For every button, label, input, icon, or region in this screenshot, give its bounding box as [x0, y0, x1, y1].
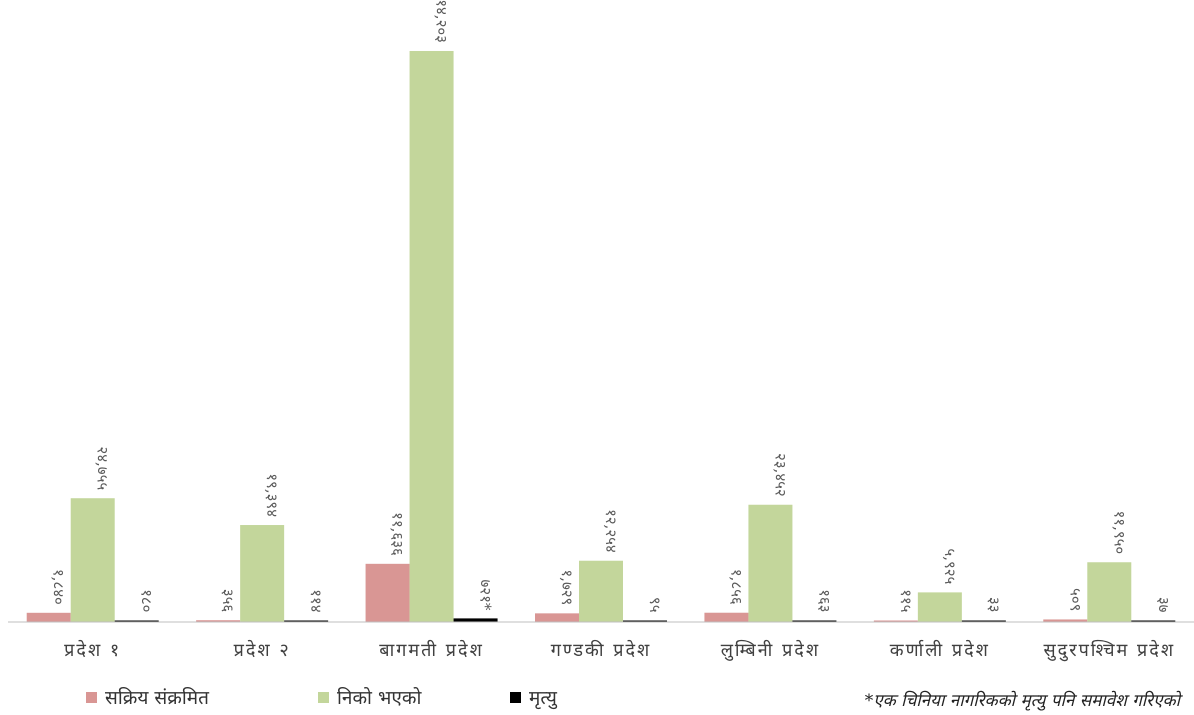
legend-swatch-deaths — [510, 691, 521, 703]
value-label-deaths-5: १६३ — [815, 589, 833, 612]
bar-deaths-4 — [623, 620, 667, 622]
value-label-deaths-1: १८० — [138, 589, 156, 612]
legend: सक्रिय संक्रमित निको भएको मृत्यु — [0, 684, 1194, 712]
value-label-active-4: १,७२९ — [558, 569, 576, 605]
category-label-3: बागमती प्रदेश — [379, 639, 484, 661]
category-label-6: कर्णाली प्रदेश — [890, 639, 990, 661]
value-label-active-1: १,८४० — [50, 569, 68, 605]
value-label-recovered-5: २३,४५२ — [771, 453, 789, 497]
value-label-recovered-4: १२,२५४ — [602, 509, 620, 553]
bar-deaths-7 — [1131, 620, 1176, 622]
value-label-active-6: ११५ — [897, 589, 915, 613]
legend-item-active: सक्रिय संक्रमित — [86, 684, 209, 710]
bar-deaths-2 — [284, 620, 329, 622]
legend-label-recovered: निको भएको — [337, 687, 422, 709]
bar-active-2 — [196, 620, 241, 622]
category-label-1: प्रदेश १ — [64, 639, 121, 661]
value-label-active-5: १,८५६ — [727, 569, 745, 605]
category-label-4: गण्डकी प्रदेश — [551, 639, 652, 661]
value-label-recovered-6: ५,९२५ — [941, 548, 959, 584]
legend-swatch-active — [86, 691, 97, 703]
value-label-active-7: ५०९ — [1066, 588, 1084, 611]
bar-deaths-3 — [453, 618, 498, 622]
category-label-7: सुदुरपश्चिम प्रदेश — [1043, 639, 1175, 662]
bar-chart: १,८४० २४,७५५ १८० ३५६ १९,३९४ ११४ ११,६३६ ११४,२०३ ७… — [8, 0, 1194, 662]
bar-recovered-6 — [917, 592, 962, 622]
legend-label-deaths: मृत्यु — [529, 687, 557, 709]
legend-item-deaths: मृत्यु — [510, 684, 557, 710]
value-label-recovered-2: १९,३९४ — [263, 473, 281, 517]
bar-active-1 — [26, 612, 71, 622]
legend-item-recovered: निको भएको — [318, 684, 421, 710]
bar-active-4 — [535, 613, 579, 622]
value-label-deaths-3: ७२१* — [477, 579, 495, 610]
bar-recovered-2 — [240, 525, 285, 622]
value-label-active-2: ३५६ — [219, 589, 237, 613]
legend-label-active: सक्रिय संक्रमित — [105, 687, 209, 709]
bar-active-6 — [873, 620, 918, 622]
bar-active-3 — [365, 563, 410, 622]
footnote: *एक चिनिया नागरिकको मृत्यु पनि समावेश गर… — [864, 691, 1180, 711]
bar-recovered-1 — [70, 498, 115, 622]
value-label-deaths-4: ९५ — [646, 597, 664, 613]
category-labels-group: प्रदेश १ प्रदेश २ बागमती प्रदेश गण्डकी प्रद… — [64, 639, 1175, 662]
value-label-deaths-2: ११४ — [307, 589, 325, 613]
bar-recovered-5 — [748, 504, 793, 622]
bar-deaths-1 — [114, 620, 159, 622]
bar-recovered-4 — [579, 560, 623, 622]
category-label-5: लुम्बिनी प्रदेश — [721, 639, 820, 661]
legend-swatch-recovered — [318, 691, 329, 703]
value-label-recovered-1: २४,७५५ — [94, 446, 112, 490]
bar-recovered-7 — [1087, 562, 1132, 622]
category-label-2: प्रदेश २ — [234, 639, 291, 661]
bar-deaths-6 — [961, 620, 1006, 622]
value-label-deaths-7: ३७ — [1154, 597, 1172, 613]
value-label-recovered-3: ११४,२०३ — [433, 0, 451, 43]
value-label-active-3: ११,६३६ — [389, 512, 407, 556]
bars-group — [26, 50, 1176, 623]
bar-active-5 — [704, 612, 749, 622]
bar-deaths-5 — [792, 620, 837, 622]
value-label-recovered-7: ११,९५० — [1110, 510, 1128, 554]
value-label-deaths-6: ३३ — [985, 597, 1003, 613]
bar-active-7 — [1043, 619, 1088, 622]
value-labels-group: १,८४० २४,७५५ १८० ३५६ १९,३९४ ११४ ११,६३६ ११४,२०३ ७… — [50, 0, 1173, 613]
bar-recovered-3 — [409, 50, 454, 623]
